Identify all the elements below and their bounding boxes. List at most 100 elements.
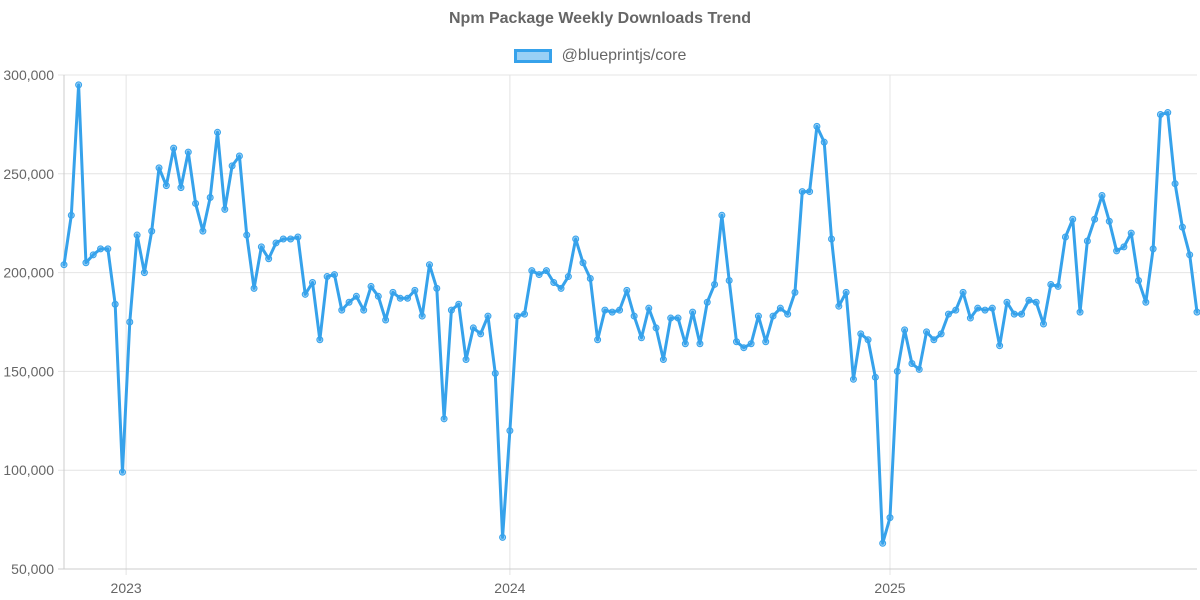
data-point (352, 292, 360, 300)
data-point (214, 128, 222, 136)
data-point (952, 306, 960, 314)
data-point (1186, 251, 1194, 259)
data-point (140, 269, 148, 277)
data-point (67, 211, 75, 219)
data-point (440, 415, 448, 423)
data-point (959, 288, 967, 296)
data-point (616, 306, 624, 314)
data-point (513, 312, 521, 320)
x-tick-label: 2023 (111, 580, 142, 596)
y-tick-label: 100,000 (3, 462, 54, 478)
data-point (250, 284, 258, 292)
data-point (323, 273, 331, 281)
data-point (1083, 237, 1091, 245)
data-point (1135, 277, 1143, 285)
data-point (828, 235, 836, 243)
data-point (703, 298, 711, 306)
data-point (930, 336, 938, 344)
y-tick-label: 50,000 (11, 561, 54, 577)
data-point (279, 235, 287, 243)
data-point (1069, 215, 1077, 223)
data-point (579, 259, 587, 267)
legend-label: @blueprintjs/core (561, 47, 687, 64)
data-point (754, 312, 762, 320)
data-point (447, 306, 455, 314)
data-point (944, 310, 952, 318)
data-point (974, 304, 982, 312)
data-point (901, 326, 909, 334)
legend-swatch (513, 49, 552, 63)
data-point (1105, 217, 1113, 225)
data-point (915, 365, 923, 373)
data-point (404, 294, 412, 302)
data-point (740, 344, 748, 352)
data-point (798, 188, 806, 196)
data-point (659, 356, 667, 364)
data-point (338, 306, 346, 314)
legend[interactable]: @blueprintjs/core (0, 47, 1200, 65)
data-point (1032, 298, 1040, 306)
data-point (681, 340, 689, 348)
data-point (1047, 280, 1055, 288)
data-point (762, 338, 770, 346)
data-point (784, 310, 792, 318)
data-point (667, 314, 675, 322)
data-point (345, 298, 353, 306)
data-point (923, 328, 931, 336)
data-point (82, 259, 90, 267)
data-point (1156, 111, 1164, 119)
data-point (396, 294, 404, 302)
data-point (118, 468, 126, 476)
data-point (674, 314, 682, 322)
data-point (813, 122, 821, 130)
data-point (791, 288, 799, 296)
data-point (908, 359, 916, 367)
data-point (367, 282, 375, 290)
data-point (462, 356, 470, 364)
data-point (1193, 308, 1200, 316)
data-point (1025, 296, 1033, 304)
data-point (689, 308, 697, 316)
data-point (360, 306, 368, 314)
data-point (879, 539, 887, 547)
data-point (221, 205, 229, 213)
data-point (1098, 192, 1106, 200)
data-point (1003, 298, 1011, 306)
data-point (981, 306, 989, 314)
data-point (725, 277, 733, 285)
data-point (849, 375, 857, 383)
data-point (155, 164, 163, 172)
data-point (769, 312, 777, 320)
data-point (411, 286, 419, 294)
data-point (550, 278, 558, 286)
data-point (235, 152, 243, 160)
data-point (696, 340, 704, 348)
data-point (228, 162, 236, 170)
data-point (732, 338, 740, 346)
data-point (572, 235, 580, 243)
data-point (637, 334, 645, 342)
data-point (1091, 215, 1099, 223)
data-point (499, 533, 507, 541)
data-point (864, 336, 872, 344)
data-point (564, 273, 572, 281)
data-point (1149, 245, 1157, 253)
data-point (1076, 308, 1084, 316)
data-point (1113, 247, 1121, 255)
data-point (886, 514, 894, 522)
data-point (272, 239, 280, 247)
data-point (433, 284, 441, 292)
data-point (374, 292, 382, 300)
data-point (287, 235, 295, 243)
data-point (126, 318, 134, 326)
data-point (806, 188, 814, 196)
data-point (1164, 109, 1172, 117)
data-point (747, 340, 755, 348)
data-point (820, 138, 828, 146)
data-point (630, 312, 638, 320)
data-point (542, 267, 550, 275)
data-point (1120, 243, 1128, 251)
data-point (265, 255, 273, 263)
